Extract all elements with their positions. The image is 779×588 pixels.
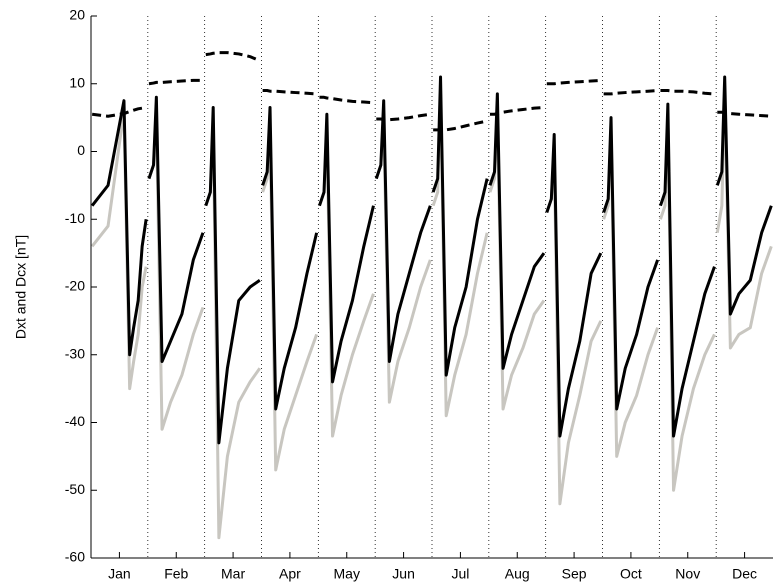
y-tick-label: -30	[65, 345, 85, 361]
x-tick-label: Feb	[164, 566, 188, 582]
x-tick-label: Apr	[279, 566, 301, 582]
y-axis-label: Dxt and Dcx [nT]	[13, 235, 29, 339]
x-tick-label: Nov	[675, 566, 700, 582]
x-tick-label: Jan	[108, 566, 131, 582]
x-tick-label: Aug	[505, 566, 530, 582]
y-tick-label: 10	[69, 74, 85, 90]
data-line	[91, 51, 772, 132]
data-line	[90, 89, 773, 540]
data-line	[90, 75, 773, 445]
y-tick-label: -40	[65, 413, 85, 429]
y-tick-label: 20	[69, 7, 85, 23]
x-tick-label: Sep	[562, 566, 587, 582]
x-tick-label: Dec	[732, 566, 757, 582]
x-tick-label: Oct	[620, 566, 642, 582]
x-tick-label: Jul	[451, 566, 469, 582]
y-tick-label: 0	[77, 142, 85, 158]
y-tick-label: -10	[65, 210, 85, 226]
y-tick-label: -20	[65, 278, 85, 294]
x-tick-label: May	[334, 566, 360, 582]
y-tick-label: -60	[65, 549, 85, 565]
x-tick-label: Jun	[392, 566, 415, 582]
y-tick-label: -50	[65, 481, 85, 497]
x-tick-label: Mar	[221, 566, 245, 582]
